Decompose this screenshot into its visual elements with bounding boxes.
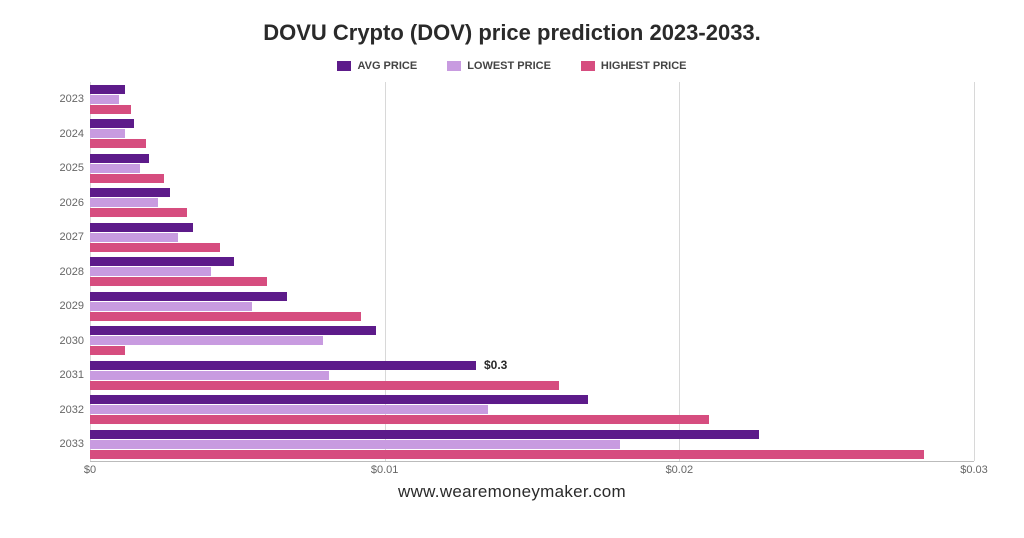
y-axis-label: 2029 [44, 300, 84, 312]
bar-highest [90, 139, 146, 148]
bar-avg [90, 292, 287, 301]
legend-label: HIGHEST PRICE [601, 60, 687, 72]
y-axis-label: 2025 [44, 162, 84, 174]
year-group: 2033 [90, 427, 974, 462]
bar-lowest [90, 440, 620, 449]
legend-swatch [581, 61, 595, 71]
bar-lowest [90, 233, 178, 242]
legend-label: LOWEST PRICE [467, 60, 551, 72]
y-axis-label: 2031 [44, 369, 84, 381]
legend: AVG PRICE LOWEST PRICE HIGHEST PRICE [40, 60, 984, 72]
bar-avg: $0.3 [90, 361, 476, 370]
plot-area: 202320242025202620272028202920302031$0.3… [90, 82, 974, 462]
bar-highest [90, 174, 164, 183]
x-axis-tick: $0.01 [371, 464, 399, 476]
bar-highest [90, 312, 361, 321]
chart-title: DOVU Crypto (DOV) price prediction 2023-… [40, 20, 984, 46]
bar-avg [90, 395, 588, 404]
legend-item: AVG PRICE [337, 60, 417, 72]
year-group: 2026 [90, 186, 974, 221]
bar-highest [90, 208, 187, 217]
legend-swatch [337, 61, 351, 71]
bar-lowest [90, 302, 252, 311]
bar-highest [90, 415, 709, 424]
bar-avg [90, 154, 149, 163]
bar-lowest [90, 336, 323, 345]
chart-container: DOVU Crypto (DOV) price prediction 2023-… [0, 0, 1024, 538]
x-axis: $0$0.01$0.02$0.03 [90, 462, 974, 480]
bar-highest [90, 277, 267, 286]
y-axis-label: 2027 [44, 231, 84, 243]
legend-item: HIGHEST PRICE [581, 60, 687, 72]
bar-avg [90, 188, 170, 197]
bar-avg [90, 85, 125, 94]
bar-lowest [90, 164, 140, 173]
year-group: 2023 [90, 82, 974, 117]
bar-avg [90, 119, 134, 128]
year-group: 2031$0.3 [90, 358, 974, 393]
year-group: 2030 [90, 324, 974, 359]
legend-item: LOWEST PRICE [447, 60, 551, 72]
bar-highest [90, 450, 924, 459]
bar-highest [90, 243, 220, 252]
year-group: 2024 [90, 117, 974, 152]
legend-swatch [447, 61, 461, 71]
bar-lowest [90, 371, 329, 380]
bar-highest [90, 346, 125, 355]
legend-label: AVG PRICE [357, 60, 417, 72]
bar-avg [90, 257, 234, 266]
y-axis-label: 2032 [44, 404, 84, 416]
bar-lowest [90, 267, 211, 276]
y-axis-label: 2033 [44, 438, 84, 450]
data-label: $0.3 [484, 358, 507, 372]
x-axis-tick: $0 [84, 464, 96, 476]
bar-avg [90, 430, 759, 439]
year-group: 2025 [90, 151, 974, 186]
footer-text: www.wearemoneymaker.com [40, 482, 984, 502]
bar-highest [90, 381, 559, 390]
y-axis-label: 2024 [44, 128, 84, 140]
bar-avg [90, 326, 376, 335]
y-axis-label: 2023 [44, 93, 84, 105]
y-axis-label: 2028 [44, 266, 84, 278]
year-group: 2032 [90, 393, 974, 428]
bar-lowest [90, 129, 125, 138]
y-axis-label: 2026 [44, 197, 84, 209]
year-group: 2029 [90, 289, 974, 324]
x-axis-tick: $0.02 [666, 464, 694, 476]
year-group: 2027 [90, 220, 974, 255]
bar-avg [90, 223, 193, 232]
y-axis-label: 2030 [44, 335, 84, 347]
bar-lowest [90, 198, 158, 207]
x-axis-tick: $0.03 [960, 464, 988, 476]
bar-lowest [90, 95, 119, 104]
bar-lowest [90, 405, 488, 414]
gridline [974, 82, 975, 461]
bar-highest [90, 105, 131, 114]
year-group: 2028 [90, 255, 974, 290]
